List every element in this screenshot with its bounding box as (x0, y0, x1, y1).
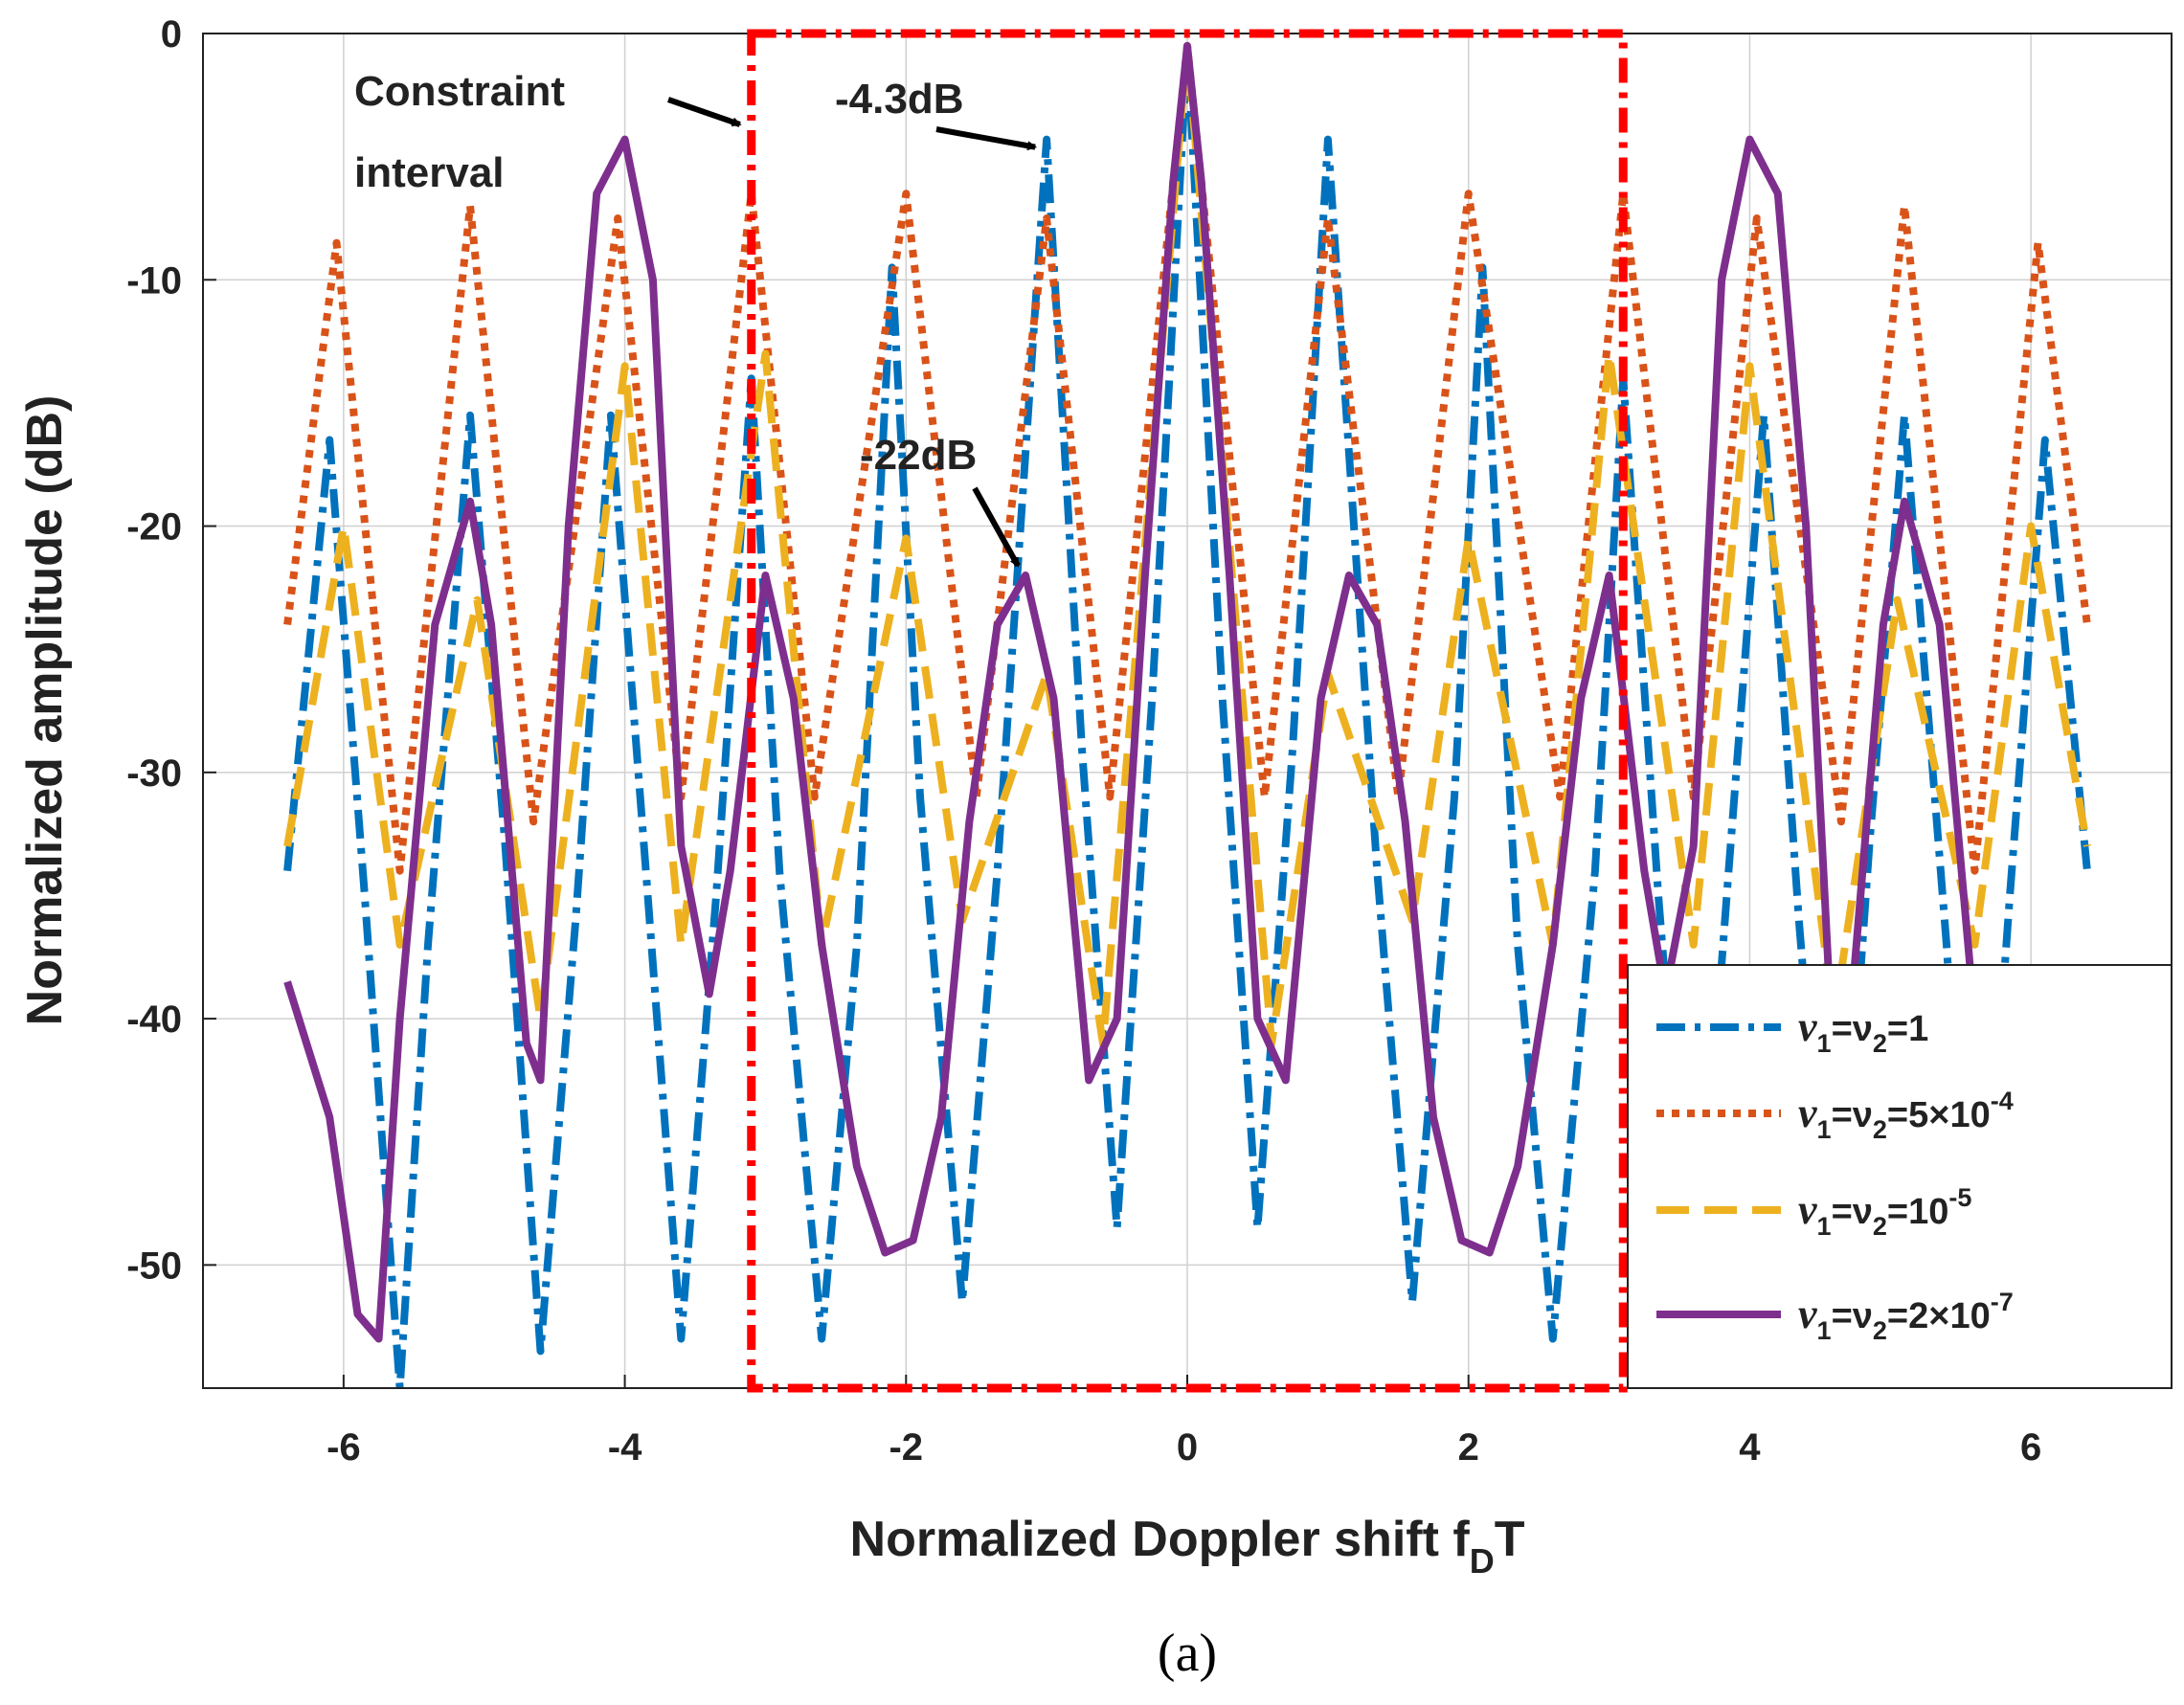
legend-label-1: ν1=ν2=1 (1798, 1003, 1928, 1058)
legend-label-3: ν1=ν2=10-5 (1798, 1183, 1971, 1241)
x-tick-label: -2 (889, 1426, 923, 1469)
peak-annotation-label: -4.3dB (835, 76, 963, 123)
legend: ν1=ν2=1 ν1=ν2=5×10-4 ν1=ν2=10-5 ν1=ν2=2×10-… (1627, 964, 2173, 1389)
y-ticks: 0 -10 -20 -30 -40 -50 (126, 13, 216, 1287)
panel-label: (a) (1158, 1624, 1217, 1683)
y-tick-label: -10 (126, 259, 182, 302)
constraint-label-line2: interval (354, 149, 505, 196)
y-tick-label: -30 (126, 752, 182, 795)
y-tick-label: 0 (161, 13, 182, 56)
series-line-4 (283, 41, 2091, 1343)
constraint-interval-box (747, 29, 1628, 1393)
constraint-arrow (667, 97, 742, 127)
sidelobe-annotation-label: -22dB (860, 432, 977, 479)
y-axis-label: Normalized amplitude (dB) (17, 395, 73, 1026)
legend-label-4: ν1=ν2=2×10-7 (1798, 1288, 2014, 1345)
y-tick-label: -50 (126, 1245, 182, 1287)
legend-label-2: ν1=ν2=5×10-4 (1798, 1087, 2014, 1144)
y-tick-label: -20 (126, 506, 182, 549)
x-ticks: -6 -4 -2 0 2 4 6 (326, 1375, 2041, 1469)
peak-arrow (935, 126, 1038, 151)
x-tick-label: 2 (1458, 1426, 1479, 1469)
x-tick-label: -4 (608, 1426, 642, 1469)
x-tick-label: 4 (1739, 1426, 1761, 1469)
y-tick-label: -40 (126, 998, 182, 1041)
series-group (283, 41, 2091, 1388)
x-tick-label: 0 (1177, 1426, 1198, 1469)
x-tick-label: -6 (326, 1426, 361, 1469)
x-axis-label: Normalized Doppler shift fDT (850, 1512, 1525, 1581)
constraint-label-line1: Constraint (354, 68, 565, 115)
x-tick-label: 6 (2020, 1426, 2041, 1469)
sidelobe-arrow (972, 486, 1021, 568)
